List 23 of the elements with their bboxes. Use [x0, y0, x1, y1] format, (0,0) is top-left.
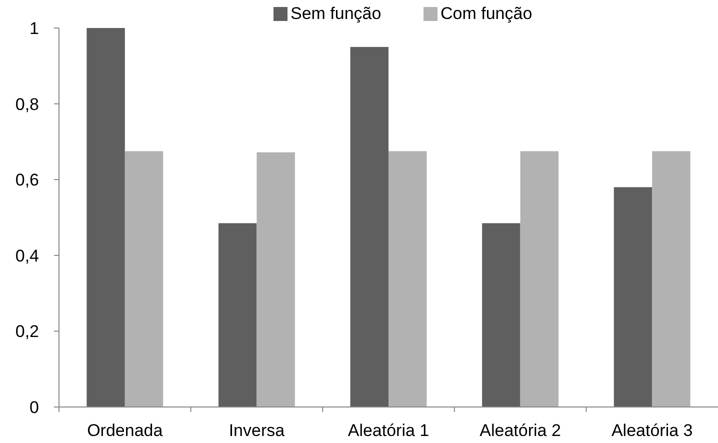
- y-tick-label: 0,6: [15, 170, 39, 190]
- x-tick-label: Ordenada: [87, 421, 164, 440]
- x-tick-label: Inversa: [228, 421, 286, 440]
- bar: [388, 151, 427, 407]
- y-tick-label: 0,2: [15, 322, 39, 342]
- x-tick-label: Aleatória 2: [480, 421, 561, 440]
- y-tick-label: 0,8: [15, 94, 39, 114]
- bar: [652, 151, 690, 407]
- bar: [520, 151, 559, 407]
- bar: [614, 187, 652, 407]
- bar: [256, 152, 295, 407]
- bar: [124, 151, 164, 407]
- legend-label: Com função: [440, 4, 532, 23]
- x-tick-label: Aleatória 3: [611, 421, 693, 440]
- bar: [350, 46, 388, 407]
- x-tick-label: Aleatória 1: [348, 421, 430, 440]
- y-tick-label: 0,4: [15, 246, 39, 266]
- y-tick-label: 0: [30, 398, 39, 417]
- bar: [218, 223, 257, 407]
- y-tick-label: 1: [30, 18, 39, 38]
- legend-label: Sem função: [290, 4, 382, 23]
- bar: [86, 28, 125, 407]
- bar: [482, 223, 520, 407]
